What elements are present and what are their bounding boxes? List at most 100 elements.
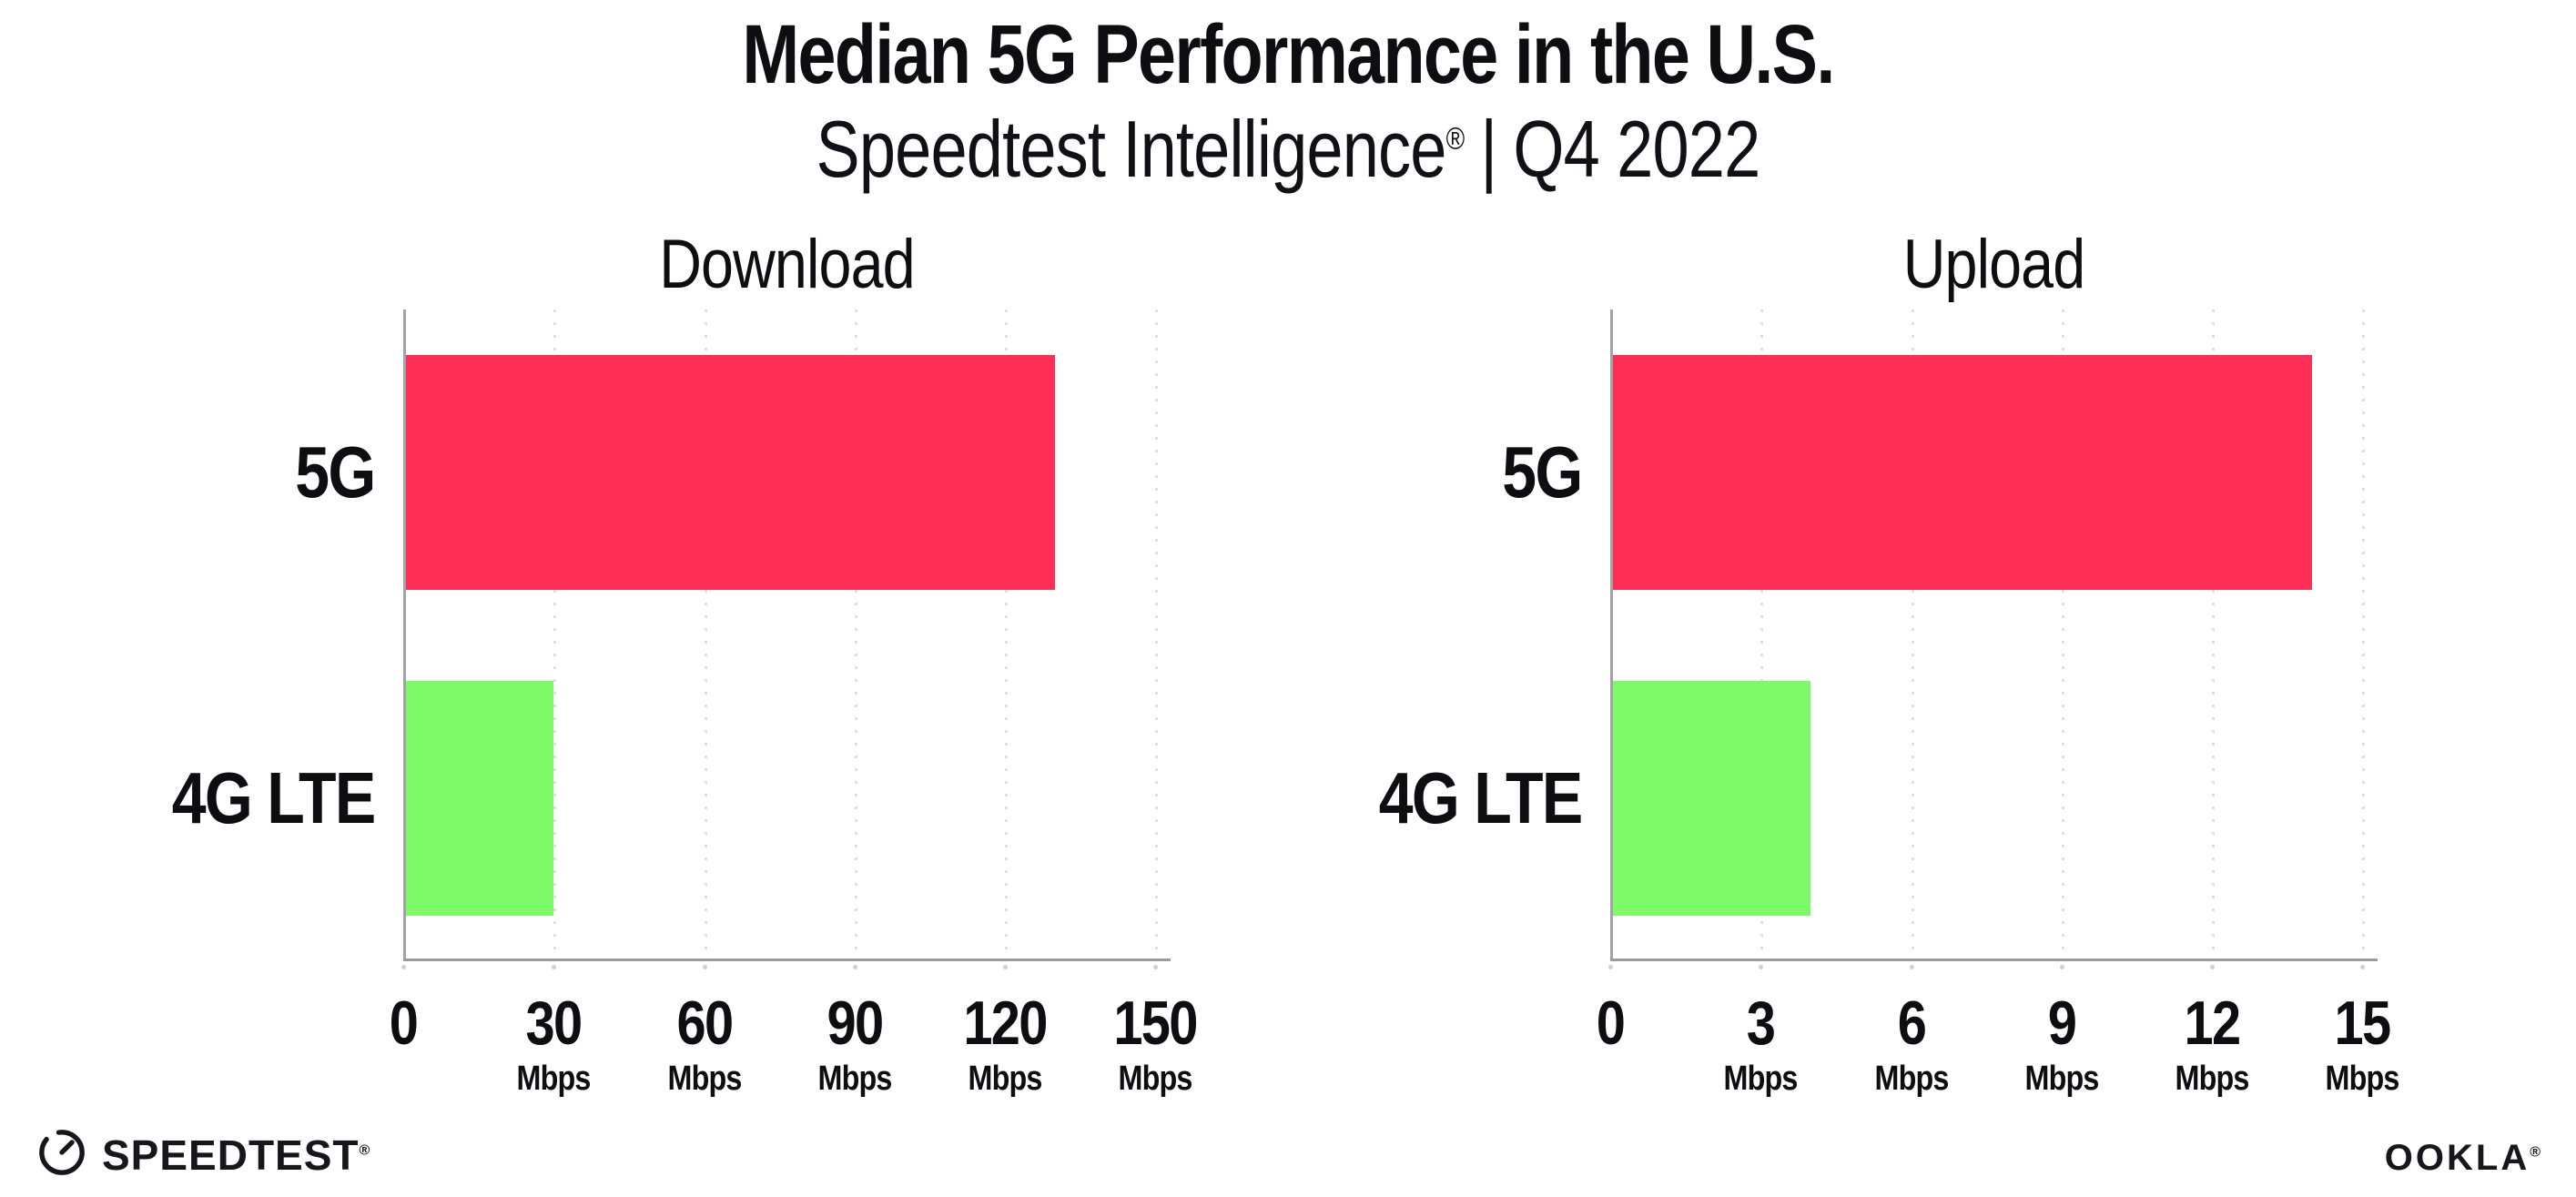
tick-unit: Mbps xyxy=(667,1060,742,1098)
y-axis-line xyxy=(1610,309,1613,961)
subtitle-brand: Speedtest Intelligence xyxy=(816,104,1447,194)
subtitle-separator: | xyxy=(1480,104,1497,194)
chart-title-row: Download xyxy=(162,218,1171,309)
subtitle-period: Q4 2022 xyxy=(1513,104,1760,194)
main-title: Median 5G Performance in the U.S. xyxy=(742,8,1835,101)
y-axis-labels: 5G 4G LTE xyxy=(1369,309,1610,961)
tick-mark-150 xyxy=(1153,965,1159,969)
tick-value: 0 xyxy=(1596,989,1626,1058)
tick-unit: Mbps xyxy=(1723,1060,1799,1098)
tick-label-30: 30 Mbps xyxy=(516,989,592,1098)
category-label-5g: 5G xyxy=(295,431,376,512)
tick-mark-30 xyxy=(552,965,557,969)
tick-value: 120 xyxy=(963,989,1048,1058)
y-axis-line xyxy=(403,309,406,961)
tick-label-60: 60 Mbps xyxy=(667,989,742,1098)
category-label-4g-lte: 4G LTE xyxy=(1378,757,1583,838)
tick-mark-0 xyxy=(401,965,406,969)
gutter-spacer xyxy=(162,218,403,309)
chart-title-row: Upload xyxy=(1369,218,2378,309)
tick-unit: Mbps xyxy=(2175,1060,2250,1098)
gridline-3 xyxy=(1760,309,1764,959)
plot-area-upload xyxy=(1608,309,2378,969)
bar-download-4g-lte xyxy=(403,681,554,916)
tick-value: 90 xyxy=(827,989,884,1058)
x-axis-labels-row: 0 30 Mbps 60 Mbps 90 Mbps 120 Mbps 150 Mbps xyxy=(162,961,1199,1107)
tick-label-0: 0 xyxy=(1596,989,1626,1058)
gridline-120 xyxy=(1005,309,1009,959)
tick-mark-120 xyxy=(1003,965,1009,969)
chart-download: Download 5G 4G LTE 0 30 Mbps 60 Mbps 90 Mbps 120 Mb… xyxy=(162,218,1199,1107)
speedtest-registered-mark: ® xyxy=(359,1142,371,1159)
plot-area-download xyxy=(401,309,1171,969)
tick-mark-0 xyxy=(1608,965,1613,969)
subtitle: Speedtest Intelligence® | Q4 2022 xyxy=(232,109,2345,189)
tick-mark-9 xyxy=(2059,965,2064,969)
ookla-label: OOKLA xyxy=(2384,1138,2530,1178)
bar-upload-4g-lte xyxy=(1610,681,1811,916)
chart-title-upload: Upload xyxy=(1902,225,2085,303)
tick-label-9: 9 Mbps xyxy=(2024,989,2099,1098)
speedometer-gauge-icon xyxy=(36,1127,87,1182)
ookla-wordmark: OOKLA® xyxy=(2385,1138,2543,1179)
tick-mark-90 xyxy=(852,965,857,969)
tick-unit: Mbps xyxy=(2326,1060,2400,1098)
bar-download-5g xyxy=(403,355,1056,590)
tick-mark-12 xyxy=(2210,965,2216,969)
tick-value: 60 xyxy=(676,989,734,1058)
gridline-12 xyxy=(2212,309,2216,959)
tick-unit: Mbps xyxy=(516,1060,592,1098)
tick-label-3: 3 Mbps xyxy=(1723,989,1799,1098)
x-axis-line xyxy=(403,959,1171,961)
chart-title-download: Download xyxy=(659,225,915,303)
tick-value: 6 xyxy=(1897,989,1926,1058)
registered-mark: ® xyxy=(1445,121,1465,157)
x-axis-labels: 0 3 Mbps 6 Mbps 9 Mbps 12 Mbps 15 Mbps xyxy=(1597,961,2400,1107)
tick-label-15: 15 Mbps xyxy=(2326,989,2400,1098)
speedtest-logo: SPEEDTEST® xyxy=(36,1127,370,1182)
gutter-spacer xyxy=(1369,961,1610,1107)
ookla-registered-mark: ® xyxy=(2530,1144,2543,1161)
speedtest-label: SPEEDTEST xyxy=(102,1131,360,1179)
gridline-6 xyxy=(1911,309,1914,959)
y-axis-labels: 5G 4G LTE xyxy=(162,309,403,961)
charts-row: Download 5G 4G LTE 0 30 Mbps 60 Mbps 90 Mbps 120 Mb… xyxy=(162,218,2400,1107)
tick-unit: Mbps xyxy=(968,1060,1043,1098)
tick-label-150: 150 Mbps xyxy=(1113,989,1199,1096)
gridline-90 xyxy=(854,309,857,959)
tick-label-6: 6 Mbps xyxy=(1874,989,1949,1098)
gridline-30 xyxy=(553,309,557,959)
tick-value: 12 xyxy=(2184,989,2242,1058)
gridline-15 xyxy=(2362,309,2366,959)
gutter-spacer xyxy=(162,961,403,1107)
tick-label-120: 120 Mbps xyxy=(963,989,1048,1098)
tick-unit: Mbps xyxy=(1874,1060,1949,1098)
plot-row: 5G 4G LTE xyxy=(1369,309,2378,969)
gridline-150 xyxy=(1155,309,1159,959)
tick-mark-60 xyxy=(702,965,707,969)
footer: SPEEDTEST® OOKLA® xyxy=(36,1126,2543,1182)
header: Median 5G Performance in the U.S. Speedt… xyxy=(0,13,2576,189)
gutter-spacer xyxy=(1369,218,1610,309)
gridline-9 xyxy=(2061,309,2064,959)
tick-label-0: 0 xyxy=(389,989,419,1058)
tick-mark-6 xyxy=(1909,965,1914,969)
x-axis-labels: 0 30 Mbps 60 Mbps 90 Mbps 120 Mbps 150 Mbps xyxy=(390,961,1199,1107)
tick-label-90: 90 Mbps xyxy=(817,989,892,1098)
tick-value: 15 xyxy=(2335,989,2392,1058)
tick-unit: Mbps xyxy=(2024,1060,2099,1098)
tick-value: 9 xyxy=(2047,989,2077,1058)
tick-value: 0 xyxy=(389,989,419,1058)
tick-unit: Mbps xyxy=(817,1060,892,1098)
gridline-60 xyxy=(704,309,707,959)
x-axis-labels-row: 0 3 Mbps 6 Mbps 9 Mbps 12 Mbps 15 Mbps xyxy=(1369,961,2400,1107)
category-label-4g-lte: 4G LTE xyxy=(171,757,376,838)
bar-upload-5g xyxy=(1610,355,2313,590)
plot-row: 5G 4G LTE xyxy=(162,309,1171,969)
tick-value: 3 xyxy=(1747,989,1776,1058)
tick-mark-15 xyxy=(2360,965,2366,969)
category-label-5g: 5G xyxy=(1502,431,1583,512)
tick-value: 150 xyxy=(1113,989,1199,1058)
tick-value: 30 xyxy=(525,989,583,1058)
